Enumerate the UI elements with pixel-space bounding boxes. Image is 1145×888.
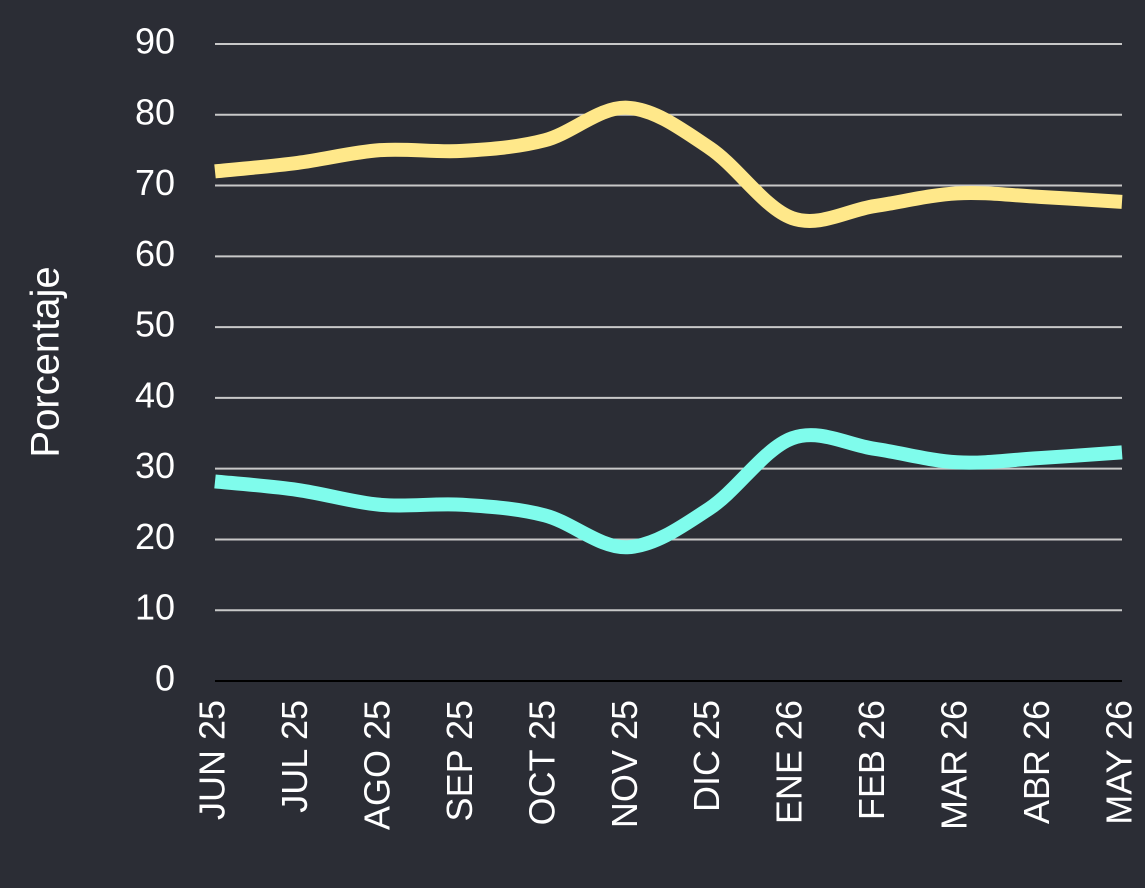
x-tick-label: ABR 26 <box>1016 700 1057 824</box>
x-tick-label: SEP 25 <box>439 700 480 821</box>
x-tick-label: AGO 25 <box>356 700 397 830</box>
x-tick-label: JUN 25 <box>192 700 233 820</box>
y-tick-label: 70 <box>135 162 175 203</box>
y-tick-label: 30 <box>135 445 175 486</box>
y-tick-label: 10 <box>135 587 175 628</box>
x-tick-label: NOV 25 <box>604 700 645 828</box>
x-tick-label: OCT 25 <box>521 700 562 825</box>
x-tick-label: MAR 26 <box>934 700 975 830</box>
series-line <box>214 100 1123 228</box>
y-tick-label: 60 <box>135 233 175 274</box>
y-axis-label: Porcentaje <box>24 266 68 457</box>
y-tick-label: 20 <box>135 516 175 557</box>
x-tick-label: ENE 26 <box>769 700 810 824</box>
y-tick-label: 80 <box>135 91 175 132</box>
x-tick-label: MAY 26 <box>1099 700 1140 825</box>
x-tick-label: JUL 25 <box>274 700 315 813</box>
y-tick-label: 90 <box>135 21 175 62</box>
x-tick-label: FEB 26 <box>851 700 892 820</box>
y-tick-label: 40 <box>135 374 175 415</box>
series-line <box>214 428 1123 555</box>
y-tick-label: 50 <box>135 304 175 345</box>
x-tick-label: DIC 25 <box>686 700 727 812</box>
y-tick-label: 0 <box>155 658 175 699</box>
